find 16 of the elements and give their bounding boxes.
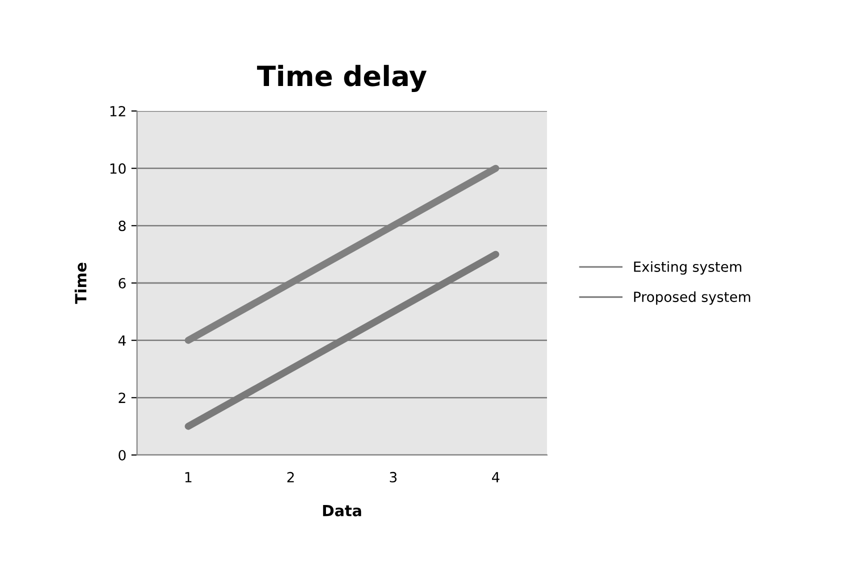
x-tick-label: 1 [185, 472, 192, 482]
y-tick-label: 6 [118, 278, 126, 288]
y-tick-label: 10 [110, 163, 126, 174]
x-tick-label: 2 [287, 472, 294, 482]
y-tick-label: 2 [118, 392, 126, 403]
x-axis-title: Data [323, 505, 362, 516]
y-axis-title: Time [74, 262, 87, 304]
x-tick-label: 3 [390, 472, 397, 482]
y-tick-label: 8 [118, 220, 126, 232]
y-tick-label: 4 [118, 335, 126, 346]
legend-label: Existing system [634, 261, 742, 275]
legend-label: Proposed system [634, 291, 750, 305]
chart-title: Time delay [257, 64, 427, 92]
y-tick-label: 12 [110, 106, 126, 116]
y-tick-label: 0 [118, 450, 126, 460]
x-tick-label: 4 [492, 472, 500, 482]
